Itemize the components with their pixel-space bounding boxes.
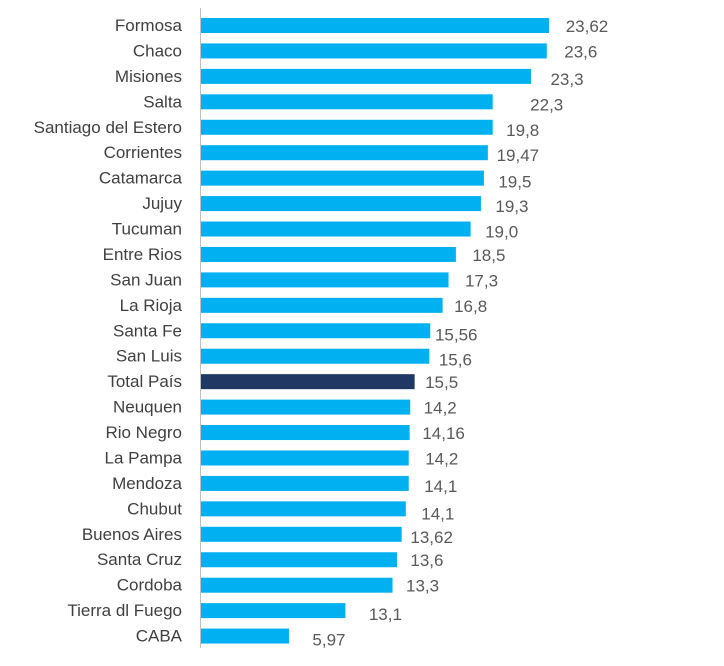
value-label: 17,3 bbox=[465, 271, 498, 290]
bar-20 bbox=[201, 526, 402, 542]
value-label: 19,5 bbox=[498, 173, 531, 192]
value-label: 23,6 bbox=[564, 42, 597, 61]
category-label: Rio Negro bbox=[105, 423, 182, 442]
bar-7 bbox=[201, 196, 481, 212]
category-label: Total País bbox=[107, 372, 182, 391]
value-label: 23,3 bbox=[550, 70, 583, 89]
category-label: Cordoba bbox=[117, 576, 183, 595]
bar-8 bbox=[201, 221, 471, 237]
category-label: Chaco bbox=[133, 41, 182, 60]
bar-22 bbox=[201, 577, 393, 593]
bar-3 bbox=[201, 94, 493, 110]
value-label: 18,5 bbox=[472, 246, 505, 265]
category-label: San Juan bbox=[110, 270, 182, 289]
value-label: 14,16 bbox=[422, 424, 465, 443]
category-label: San Luis bbox=[116, 347, 182, 366]
value-label: 14,2 bbox=[424, 399, 457, 418]
value-label: 19,3 bbox=[495, 197, 528, 216]
bar-9 bbox=[201, 246, 456, 262]
value-label: 15,5 bbox=[425, 373, 458, 392]
category-label: Santa Cruz bbox=[97, 550, 182, 569]
value-label: 13,3 bbox=[406, 577, 439, 596]
category-label: Santa Fe bbox=[113, 321, 182, 340]
bar-24 bbox=[201, 628, 289, 644]
category-labels: Formosa Chaco Misiones Salta Santiago del Es… bbox=[34, 16, 183, 646]
category-label: La Rioja bbox=[120, 296, 183, 315]
bar-14 bbox=[201, 374, 415, 390]
bar-12 bbox=[201, 323, 431, 339]
value-labels: 23,62 23,6 23,3 22,3 19,8 19,47 19,5 19,3 19,0 18… bbox=[312, 17, 608, 650]
bar-0 bbox=[201, 18, 549, 33]
category-label: Formosa bbox=[115, 16, 183, 35]
bar-17 bbox=[201, 450, 409, 466]
bar-2 bbox=[201, 68, 532, 84]
value-label: 16,8 bbox=[454, 297, 487, 316]
bar-4 bbox=[201, 119, 493, 135]
bar-1 bbox=[201, 43, 547, 59]
bar-16 bbox=[201, 425, 410, 441]
value-label: 15,6 bbox=[439, 351, 472, 370]
bar-10 bbox=[201, 272, 449, 288]
category-label: Tierra dl Fuego bbox=[67, 601, 182, 620]
category-label: Neuquen bbox=[113, 398, 182, 417]
bar-19 bbox=[201, 501, 406, 517]
bar-21 bbox=[201, 552, 397, 568]
value-label: 22,3 bbox=[530, 95, 563, 114]
category-label: Salta bbox=[143, 92, 182, 111]
category-label: La Pampa bbox=[105, 448, 183, 467]
category-label: Jujuy bbox=[142, 194, 182, 213]
category-label: Chubut bbox=[127, 499, 182, 518]
value-label: 19,8 bbox=[506, 121, 539, 140]
value-label: 19,47 bbox=[497, 146, 540, 165]
value-label: 5,97 bbox=[312, 631, 345, 650]
value-label: 13,6 bbox=[410, 551, 443, 570]
value-label: 14,1 bbox=[424, 477, 457, 496]
category-label: Misiones bbox=[115, 67, 182, 86]
category-label: Tucuman bbox=[112, 220, 182, 239]
category-label: Mendoza bbox=[112, 474, 182, 493]
category-label: Santiago del Estero bbox=[34, 118, 182, 137]
category-label: Buenos Aires bbox=[82, 525, 182, 544]
value-label: 15,56 bbox=[435, 325, 478, 344]
bar-18 bbox=[201, 475, 409, 491]
bar-15 bbox=[201, 399, 411, 415]
category-label: Corrientes bbox=[104, 143, 182, 162]
value-label: 23,62 bbox=[566, 17, 609, 36]
bars bbox=[201, 18, 549, 644]
bar-23 bbox=[201, 603, 346, 619]
value-label: 13,1 bbox=[369, 605, 402, 624]
bar-5 bbox=[201, 145, 488, 161]
bar-6 bbox=[201, 170, 484, 186]
value-label: 13,62 bbox=[410, 528, 453, 547]
category-label: CABA bbox=[136, 627, 183, 646]
category-label: Entre Rios bbox=[103, 245, 182, 264]
value-label: 19,0 bbox=[485, 223, 518, 242]
value-label: 14,1 bbox=[421, 504, 454, 523]
bar-13 bbox=[201, 348, 430, 364]
bar-11 bbox=[201, 297, 443, 313]
category-label: Catamarca bbox=[99, 169, 183, 188]
value-label: 14,2 bbox=[425, 449, 458, 468]
